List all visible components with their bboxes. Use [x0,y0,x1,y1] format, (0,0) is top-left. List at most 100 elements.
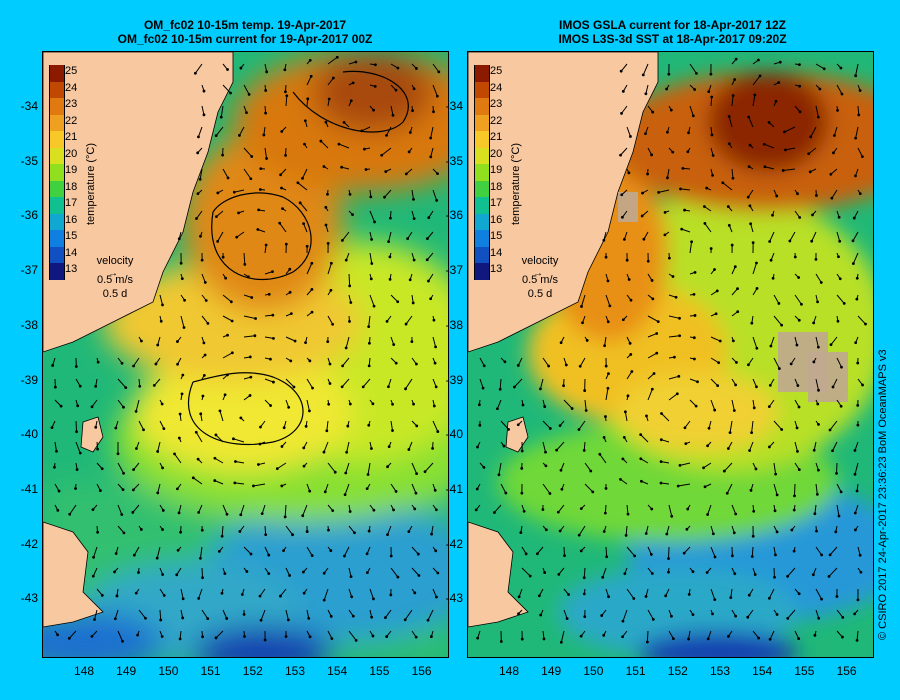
current-arrow-head [626,394,630,398]
current-arrow [159,294,163,306]
current-arrow [647,388,653,401]
current-arrow-head [622,237,626,241]
current-arrow-head [287,405,291,409]
current-arrow-head [853,449,857,452]
current-arrow-head [504,491,508,495]
current-arrow [195,431,203,443]
current-arrow [390,420,393,431]
current-arrow-head [838,239,842,243]
current-arrow [153,378,161,386]
current-arrow [369,252,373,264]
current-arrow [214,457,224,464]
current-arrow-head [96,530,100,534]
current-arrow [327,56,338,65]
left-sst-map[interactable] [42,51,449,658]
current-arrow [222,504,228,515]
current-arrow-head [197,510,201,514]
current-arrow-head [226,68,229,71]
current-arrow-head [730,243,734,247]
current-arrow-head [435,595,438,599]
current-arrow-head [226,176,230,180]
current-arrow-head [76,404,80,408]
current-arrow-head [512,385,516,389]
current-arrow [306,76,312,86]
current-arrow [646,630,649,642]
current-arrow-head [337,142,341,146]
current-arrow-head [201,635,204,639]
current-arrow-head [582,448,586,452]
current-arrow-head [583,389,587,392]
current-arrow-head [621,619,625,623]
current-arrow-head [348,402,352,406]
current-arrow-head [520,637,524,641]
current-arrow-head [516,423,520,427]
current-arrow-head [655,332,659,335]
current-arrow-head [396,66,400,70]
current-arrow [411,189,414,200]
current-arrow-head [365,571,369,575]
current-arrow-head [721,181,725,185]
current-arrow [94,609,98,620]
current-arrow [751,420,754,433]
current-arrow-head [248,394,252,397]
current-arrow-head [706,513,710,516]
current-arrow [68,630,77,639]
current-arrow-head [178,637,182,641]
current-arrow-head [790,528,794,532]
current-arrow-head [856,403,860,407]
current-arrow-head [387,385,390,389]
current-arrow-head [327,402,331,406]
current-arrow-head [232,437,235,441]
current-arrow-head [815,194,818,197]
current-arrow [831,189,838,199]
current-arrow-head [280,484,284,488]
latitude-tick: -42 [20,536,38,551]
current-arrow [390,567,399,578]
current-arrow-head [296,181,300,185]
current-arrow-head [584,409,588,412]
current-arrow-head [289,312,293,316]
current-arrow [133,357,140,367]
current-arrow-head [837,215,841,219]
current-arrow [264,147,268,159]
current-arrow-head [201,394,205,398]
current-arrow-head [250,155,254,158]
current-arrow-head [711,154,715,157]
current-arrow-head [322,450,326,454]
current-arrow-head [709,247,713,250]
current-arrow [773,483,778,496]
current-arrow-head [768,445,771,449]
current-arrow-head [589,469,593,473]
current-arrow-head [161,509,165,512]
longitude-tick: 152 [242,664,263,678]
current-arrow-head [67,636,71,640]
current-arrow-head [734,57,738,61]
current-arrow-head [364,168,368,171]
current-arrow-head [859,570,863,574]
current-arrow-head [702,466,705,470]
current-arrow-head [302,446,306,450]
current-arrow-head [604,255,608,259]
current-arrow-head [793,255,797,259]
current-arrow-head [91,574,95,578]
current-arrow-head [809,135,813,139]
right-sst-map[interactable] [467,51,874,658]
current-arrow-head [816,300,819,304]
current-arrow-head [237,211,240,215]
current-arrow-head [667,557,670,560]
current-arrow-head [559,640,563,644]
current-arrow-head [176,548,180,552]
current-arrow-head [243,262,247,266]
current-arrow [299,202,308,212]
current-arrow-head [433,488,437,492]
current-arrow-head [348,192,352,196]
current-arrow-head [415,472,419,476]
current-arrow-head [713,408,717,412]
current-arrow-head [652,372,656,375]
current-arrow-head [367,423,371,427]
current-arrow-head [247,92,251,96]
current-arrow-head [541,508,545,511]
current-arrow-head [623,410,627,414]
current-arrow-head [308,359,312,363]
current-arrow-head [602,436,606,439]
